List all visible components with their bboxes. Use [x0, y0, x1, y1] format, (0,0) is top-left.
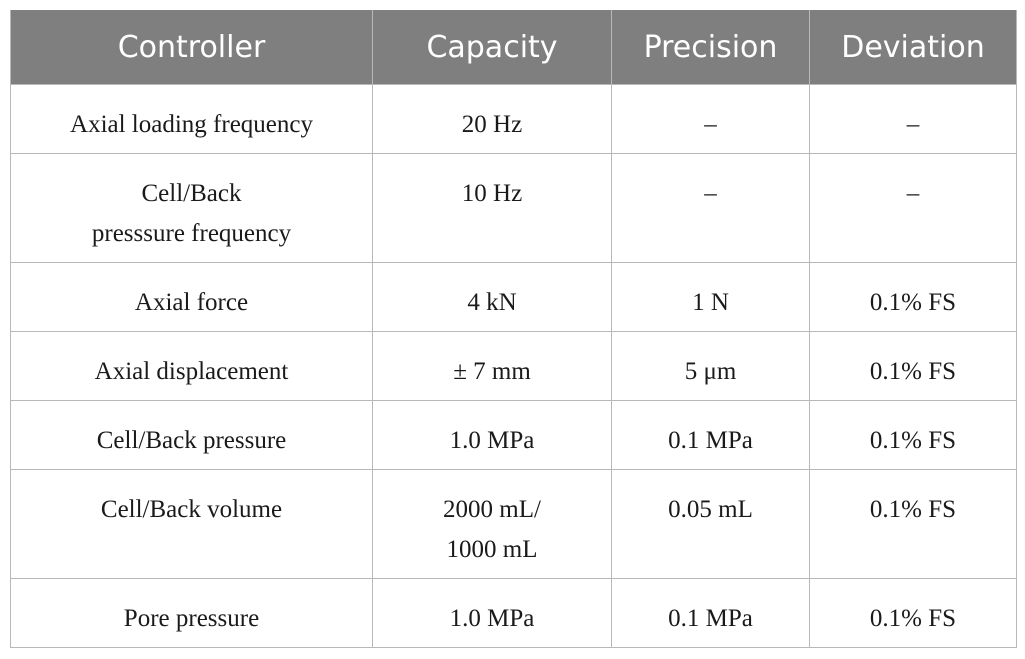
precision-cell: 0.1 MPa: [611, 400, 810, 470]
capacity-cell: 20 Hz: [372, 84, 612, 154]
table-row: Axial displacement ± 7 mm 5 μm 0.1% FS: [10, 331, 1017, 401]
deviation-cell: –: [809, 153, 1017, 263]
deviation-cell: –: [809, 84, 1017, 154]
capacity-cell: 1.0 MPa: [372, 578, 612, 648]
precision-cell: 5 μm: [611, 331, 810, 401]
deviation-cell: 0.1% FS: [809, 469, 1017, 579]
controller-cell: Cell/Back volume: [10, 469, 373, 579]
table-row: Cell/Back pressure 1.0 MPa 0.1 MPa 0.1% …: [10, 400, 1017, 470]
header-capacity: Capacity: [372, 10, 612, 85]
controller-cell: Pore pressure: [10, 578, 373, 648]
controller-cell: Axial loading frequency: [10, 84, 373, 154]
table-row: Cell/Back presssure frequency 10 Hz – –: [10, 153, 1017, 263]
precision-cell: 1 N: [611, 262, 810, 332]
header-deviation: Deviation: [809, 10, 1017, 85]
header-controller: Controller: [10, 10, 373, 85]
table-row: Axial force 4 kN 1 N 0.1% FS: [10, 262, 1017, 332]
specifications-table-container: Controller Capacity Precision Deviation …: [10, 10, 1017, 648]
capacity-cell: 1.0 MPa: [372, 400, 612, 470]
deviation-cell: 0.1% FS: [809, 400, 1017, 470]
precision-cell: –: [611, 153, 810, 263]
capacity-cell: 2000 mL/ 1000 mL: [372, 469, 612, 579]
controller-cell: Axial displacement: [10, 331, 373, 401]
precision-cell: –: [611, 84, 810, 154]
deviation-cell: 0.1% FS: [809, 262, 1017, 332]
controller-specifications-table: Controller Capacity Precision Deviation …: [10, 10, 1017, 648]
header-precision: Precision: [611, 10, 810, 85]
precision-cell: 0.1 MPa: [611, 578, 810, 648]
header-row: Controller Capacity Precision Deviation: [10, 10, 1017, 85]
controller-cell: Cell/Back presssure frequency: [10, 153, 373, 263]
deviation-cell: 0.1% FS: [809, 578, 1017, 648]
table-row: Pore pressure 1.0 MPa 0.1 MPa 0.1% FS: [10, 578, 1017, 648]
controller-cell: Cell/Back pressure: [10, 400, 373, 470]
capacity-cell: 10 Hz: [372, 153, 612, 263]
precision-cell: 0.05 mL: [611, 469, 810, 579]
controller-cell: Axial force: [10, 262, 373, 332]
table-row: Cell/Back volume 2000 mL/ 1000 mL 0.05 m…: [10, 469, 1017, 579]
deviation-cell: 0.1% FS: [809, 331, 1017, 401]
capacity-cell: ± 7 mm: [372, 331, 612, 401]
table-row: Axial loading frequency 20 Hz – –: [10, 84, 1017, 154]
capacity-cell: 4 kN: [372, 262, 612, 332]
